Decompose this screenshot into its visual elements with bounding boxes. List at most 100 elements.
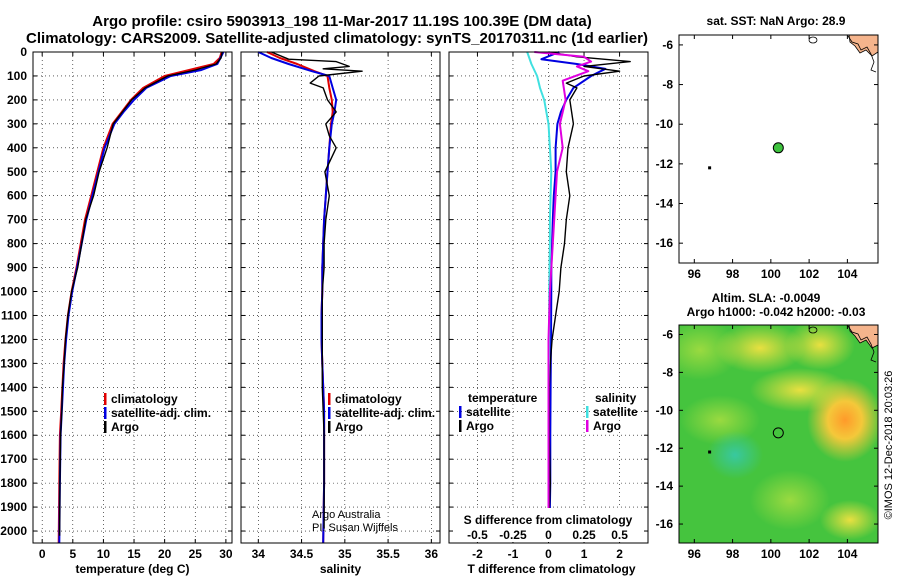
y-tick-label: 700 xyxy=(7,213,27,227)
legend-label: Argo xyxy=(111,420,139,434)
sla-map-island-dot xyxy=(708,450,712,454)
annotation-line1: Argo Australia xyxy=(312,509,381,521)
legend-swatch xyxy=(104,407,107,419)
map-x-tick-label: 96 xyxy=(688,267,702,281)
map-frame xyxy=(678,34,879,264)
legend-swatch xyxy=(104,393,107,405)
x-tick-label: -1 xyxy=(508,547,519,561)
sst-map-land xyxy=(848,35,878,57)
map-y-tick-label: -16 xyxy=(656,236,674,250)
y-tick-label: 300 xyxy=(7,117,27,131)
salinity-panel: 34 34.5 35 35.5 36 salinity climatologysatelli… xyxy=(240,51,441,576)
sst-map-float-marker xyxy=(772,142,784,154)
top-axis-background xyxy=(453,508,644,542)
figure-title-line2: Climatology: CARS2009. Satellite-adjuste… xyxy=(26,30,648,47)
map-x-tick-label: 100 xyxy=(761,267,781,281)
series-temperature-satellite xyxy=(540,51,607,531)
legend-label: satellite-adj. clim. xyxy=(111,406,211,420)
x-tick-label: 20 xyxy=(158,547,172,561)
legend-swatch xyxy=(586,406,589,418)
sla-map-land xyxy=(848,325,878,349)
plot-frame xyxy=(448,51,649,544)
figure-title-line1: Argo profile: csiro 5903913_198 11-Mar-2… xyxy=(92,13,591,30)
series-satellite-adj-clim- xyxy=(58,51,225,544)
map-x-tick-label: 102 xyxy=(799,267,819,281)
legend-swatch xyxy=(328,407,331,419)
map-y-tick-label: -12 xyxy=(656,441,674,455)
top-x-tick-label: -0.5 xyxy=(467,528,488,542)
y-tick-label: 1600 xyxy=(0,428,27,442)
sst-map-islet xyxy=(808,36,818,44)
x-tick-label: 35.5 xyxy=(376,547,400,561)
map-y-tick-label: -12 xyxy=(656,157,674,171)
map-y-tick-label: -6 xyxy=(662,327,673,341)
x-tick-label: 15 xyxy=(127,547,141,561)
map-x-tick-label: 98 xyxy=(726,267,740,281)
top-x-tick-label: -0.25 xyxy=(499,528,527,542)
y-tick-label: 500 xyxy=(7,165,27,179)
x-tick-label: 25 xyxy=(189,547,203,561)
sst-map-title: sat. SST: NaN Argo: 28.9 xyxy=(707,14,846,28)
map-x-tick-label: 100 xyxy=(761,547,781,561)
x-tick-label: -2 xyxy=(472,547,483,561)
map-frame xyxy=(678,324,879,544)
y-tick-label: 2000 xyxy=(0,524,27,538)
legend-group-title: temperature xyxy=(468,391,538,405)
legend-label: satellite-adj. clim. xyxy=(335,406,435,420)
legend-label: Argo xyxy=(335,420,363,434)
y-tick-label: 1700 xyxy=(0,452,27,466)
y-tick-label: 1000 xyxy=(0,285,27,299)
sla-map-islet xyxy=(808,326,818,334)
imos-watermark: ©IMOS 12-Dec-2018 20:03:26 xyxy=(883,371,895,520)
legend-label: Argo xyxy=(466,419,494,433)
legend-swatch xyxy=(328,393,331,405)
x-tick-label: 2 xyxy=(616,547,623,561)
y-tick-label: 400 xyxy=(7,141,27,155)
y-tick-label: 1900 xyxy=(0,500,27,514)
x-tick-label: 35 xyxy=(338,547,352,561)
x-tick-label: 0 xyxy=(39,547,46,561)
legend-label: Argo xyxy=(593,419,621,433)
x-tick-label: 30 xyxy=(219,547,233,561)
map-y-tick-label: -14 xyxy=(656,197,674,211)
y-tick-label: 100 xyxy=(7,69,27,83)
x-axis-label: T difference from climatology xyxy=(467,562,635,576)
legend-label: climatology xyxy=(111,392,178,406)
top-axis-label: S difference from climatology xyxy=(464,513,633,527)
y-tick-label: 0 xyxy=(20,45,27,59)
top-x-tick-label: 0 xyxy=(545,528,552,542)
sla-map-panel: Altim. SLA: -0.0049 Argo h1000: -0.042 h… xyxy=(656,291,879,561)
legend-label: satellite xyxy=(593,405,638,419)
y-tick-label: 600 xyxy=(7,189,27,203)
map-x-tick-label: 96 xyxy=(688,547,702,561)
map-x-tick-label: 98 xyxy=(726,547,740,561)
x-tick-label: 10 xyxy=(97,547,111,561)
map-x-tick-label: 104 xyxy=(837,267,857,281)
y-tick-label: 1200 xyxy=(0,332,27,346)
legend-swatch xyxy=(328,421,331,433)
annotation-line2: PI: Susan Wijffels xyxy=(312,522,398,534)
temperature-panel: 0100200300400500600700800900100011001200… xyxy=(0,45,233,576)
map-y-tick-label: -16 xyxy=(656,517,674,531)
x-axis-label: salinity xyxy=(320,562,362,576)
map-y-tick-label: -10 xyxy=(656,403,674,417)
map-y-tick-label: -8 xyxy=(662,78,673,92)
sst-map-panel: sat. SST: NaN Argo: 28.9 96 98 100 102 104 -6… xyxy=(656,14,879,281)
legend-label: satellite xyxy=(466,405,511,419)
sst-map-coast xyxy=(847,35,877,73)
series-argo xyxy=(271,51,363,529)
sla-map-coast xyxy=(847,325,877,363)
map-y-tick-label: -14 xyxy=(656,479,674,493)
x-tick-label: 34.5 xyxy=(290,547,314,561)
y-tick-label: 1800 xyxy=(0,476,27,490)
sla-map-subtitle: Argo h1000: -0.042 h2000: -0.03 xyxy=(687,305,866,319)
legend-swatch xyxy=(586,420,589,432)
legend-swatch xyxy=(459,420,462,432)
sla-map-title: Altim. SLA: -0.0049 xyxy=(712,291,821,305)
legend-swatch xyxy=(459,406,462,418)
legend-swatch xyxy=(104,421,107,433)
y-tick-label: 900 xyxy=(7,261,27,275)
x-tick-label: 5 xyxy=(69,547,76,561)
y-tick-label: 200 xyxy=(7,93,27,107)
